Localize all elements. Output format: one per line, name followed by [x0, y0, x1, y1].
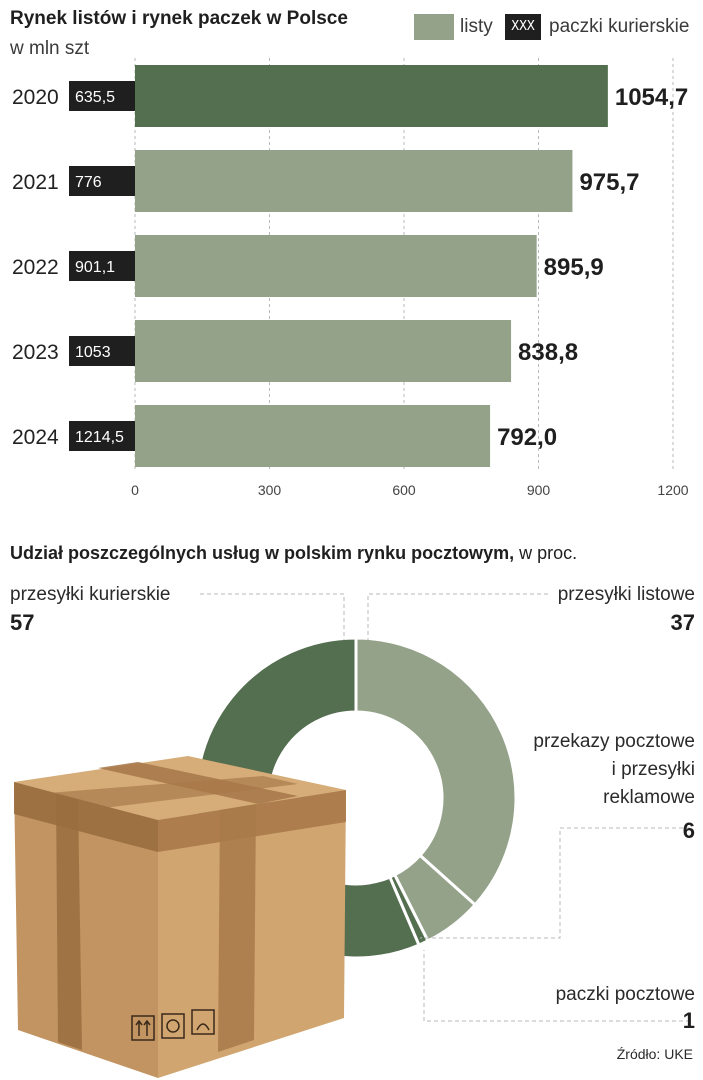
- x-tick-label: 300: [258, 482, 282, 498]
- paczki-value-label: 901,1: [75, 259, 115, 276]
- arrows-up-icon: [131, 1015, 155, 1041]
- legend-label-listy: listy: [460, 16, 493, 37]
- slice-przekazy: [392, 853, 478, 943]
- x-tick-label: 600: [392, 482, 416, 498]
- category-label: 2023: [12, 341, 59, 364]
- legend-swatch-listy: [414, 14, 454, 40]
- slice-value-kurierskie: 57: [10, 610, 35, 635]
- paczki-value-label: 635,5: [75, 89, 115, 106]
- x-tick-label: 900: [527, 482, 551, 498]
- box-left-tape-horizontal: [14, 782, 158, 852]
- listy-value-label: 1054,7: [615, 84, 688, 111]
- paczki-value-box: [69, 251, 135, 281]
- bar-listy: [135, 65, 608, 127]
- fragile-hands-icon: [191, 1009, 215, 1035]
- bar-listy: [135, 405, 491, 467]
- paczki-value-label: 1214,5: [75, 429, 124, 446]
- slice-label-kurierskie: przesyłki kurierskie: [10, 584, 171, 605]
- leader-line: [200, 593, 345, 640]
- category-label: 2020: [12, 86, 59, 109]
- listy-value-label: 838,8: [518, 339, 578, 366]
- category-label: 2021: [12, 171, 59, 194]
- bar-listy: [135, 320, 512, 382]
- legend-swatch-paczki: XXX: [505, 14, 541, 40]
- chart2-title: Udział poszczególnych usług w polskim ry…: [10, 543, 577, 564]
- x-tick-label: 1200: [657, 482, 688, 498]
- category-label: 2024: [12, 426, 59, 449]
- slice-label-listowe: przesyłki listowe: [557, 584, 695, 605]
- leader-line: [367, 593, 548, 640]
- category-label: 2022: [12, 256, 59, 279]
- slice-value-przekazy: 6: [682, 818, 695, 843]
- slice-label-przekazy-line2: i przesyłki: [611, 759, 695, 780]
- leader-line: [420, 827, 690, 939]
- paczki-value-box: [69, 166, 135, 196]
- bar-listy: [135, 235, 537, 297]
- legend-label-paczki: paczki kurierskie: [549, 16, 690, 37]
- slice-label-przekazy: przekazy pocztowe i przesyłki reklamowe: [533, 728, 695, 812]
- chart1-subtitle: w mln szt: [10, 38, 90, 59]
- slice-value-listowe: 37: [670, 610, 695, 635]
- box-right-tape-vertical: [218, 804, 256, 1052]
- x-tick-label: 0: [131, 482, 139, 498]
- paczki-value-box: [69, 81, 135, 111]
- slice-listowe: [354, 636, 518, 907]
- slice-label-przekazy-line1: przekazy pocztowe: [533, 731, 695, 752]
- chart2-title-bold: Udział poszczególnych usług w polskim ry…: [10, 543, 515, 563]
- box-left-face: [14, 782, 158, 1078]
- paczki-value-box: [69, 421, 135, 451]
- recycle-icon: [161, 1013, 185, 1039]
- bar-chart: 0 300 600 900 1200 2020 635,5 1054,7 2021 776 975,…: [12, 58, 689, 498]
- box-top-tape-2: [48, 776, 298, 810]
- slice-label-paczki-pocztowe: paczki pocztowe: [555, 984, 695, 1005]
- slice-paczki-pocztowe: [387, 872, 430, 948]
- paczki-value-box: [69, 336, 135, 366]
- paczki-value-label: 1053: [75, 344, 111, 361]
- paczki-value-label: 776: [75, 174, 102, 191]
- handling-symbols: [131, 1009, 215, 1041]
- chart2-title-rest: w proc.: [514, 543, 578, 563]
- bar-listy: [135, 150, 573, 212]
- listy-value-label: 895,9: [544, 254, 604, 281]
- cardboard-box-illustration: [14, 756, 346, 1078]
- slice-value-paczki-pocztowe: 1: [682, 1008, 695, 1033]
- listy-value-label: 792,0: [497, 424, 557, 451]
- box-left-tape-vertical: [56, 794, 82, 1050]
- slice-label-przekazy-line3: reklamowe: [603, 787, 695, 808]
- source-note: Źródło: UKE: [616, 1046, 693, 1062]
- chart1-title: Rynek listów i rynek paczek w Polsce: [10, 8, 348, 29]
- listy-value-label: 975,7: [579, 169, 639, 196]
